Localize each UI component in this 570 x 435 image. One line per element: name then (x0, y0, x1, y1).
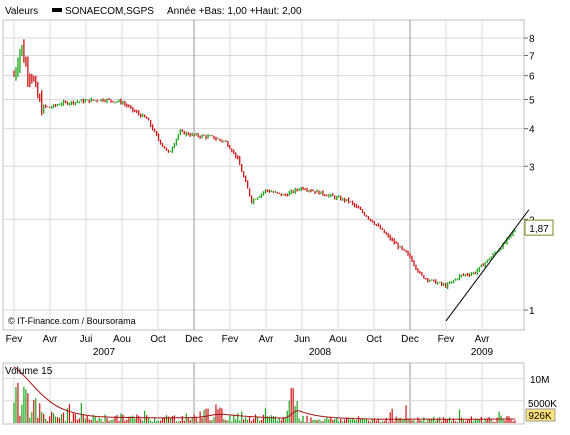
price-tick-label: 6 (529, 72, 535, 83)
volume-title: Volume 15 (5, 366, 53, 377)
month-label: Oct (366, 334, 382, 345)
month-label: Dec (185, 334, 203, 345)
month-axis: Fev Avr Jui Aou Oct Dec Fev Avr Jun Aou Oct Dec Fev A… (6, 334, 490, 345)
month-label: Fev (438, 334, 455, 345)
volume-tick-5000k: 5000K (528, 399, 557, 410)
price-tick-label: 1 (529, 306, 535, 317)
month-label: Avr (259, 334, 274, 345)
year-label: 2009 (471, 347, 494, 358)
main-grid (3, 20, 524, 330)
price-axis: 12345678 (524, 34, 535, 317)
series-legend-swatch (52, 8, 62, 12)
series-description: Année +Bas: 1,00 +Haut: 2,00 (167, 6, 302, 17)
month-label: Fev (222, 334, 239, 345)
volume-bars (13, 382, 516, 423)
month-label: Aou (113, 334, 131, 345)
year-label: 2007 (93, 347, 116, 358)
main-plot-frame (2, 19, 525, 331)
month-label: Dec (401, 334, 419, 345)
price-tick-label: 4 (529, 125, 535, 136)
last-price-box (524, 219, 554, 236)
last-volume-label: 926K (528, 411, 552, 422)
month-label: Avr (475, 334, 490, 345)
month-label: Avr (43, 334, 58, 345)
month-label: Jui (80, 334, 93, 345)
last-price-label: 1,87 (529, 224, 549, 235)
month-label: Fev (6, 334, 23, 345)
price-tick-label: 5 (529, 95, 535, 106)
year-axis: 2007 2008 2009 (93, 347, 494, 358)
price-candles (13, 39, 516, 290)
last-volume-box (525, 408, 556, 422)
volume-plot-frame (2, 362, 525, 425)
price-tick-label: 7 (529, 51, 535, 62)
trendline (445, 209, 530, 322)
month-label: Jun (294, 334, 310, 345)
month-label: Aou (329, 334, 347, 345)
section-label: Valeurs (5, 6, 38, 17)
month-label: Oct (150, 334, 166, 345)
credit-text: © IT-Finance.com / Boursorama (8, 316, 136, 326)
volume-moving-average (13, 366, 515, 420)
series-name: SONAECOM,SGPS (65, 6, 154, 17)
volume-grid (3, 363, 524, 424)
year-label: 2008 (309, 347, 332, 358)
volume-tick-10m: 10M (530, 375, 549, 386)
price-tick-label: 3 (529, 162, 535, 173)
price-tick-label: 8 (529, 34, 535, 45)
